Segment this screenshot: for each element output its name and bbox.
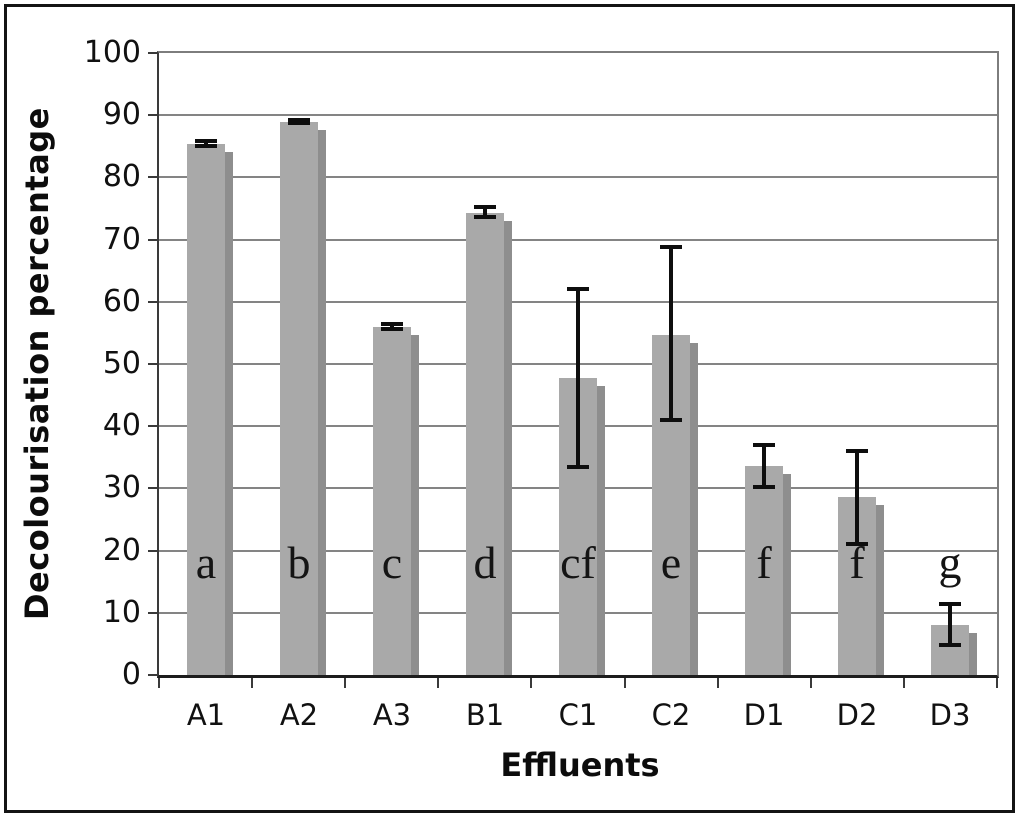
y-axis-tick (148, 550, 157, 552)
significance-letter: f (849, 537, 865, 588)
error-bar-cap-bottom (846, 542, 868, 546)
error-bar-cap-bottom (288, 121, 310, 125)
x-axis-tick (158, 678, 160, 688)
x-axis-title: Effluents (500, 746, 660, 784)
error-bar-cap-top (660, 245, 682, 249)
x-axis-tick (903, 678, 905, 688)
y-tick-label: 30 (102, 470, 141, 505)
y-axis-tick (148, 612, 157, 614)
y-tick-label: 60 (102, 284, 141, 319)
x-axis-tick (344, 678, 346, 688)
bar-shadow (689, 343, 698, 675)
bar-A1 (187, 144, 225, 675)
bar-shadow (410, 335, 419, 675)
y-axis-tick (148, 114, 157, 116)
error-bar-line (390, 324, 394, 329)
y-tick-label: 20 (102, 533, 141, 568)
error-bar-line (762, 445, 766, 487)
x-axis-tick (251, 678, 253, 688)
x-tick-label: A1 (186, 698, 226, 732)
y-axis-tick (148, 363, 157, 365)
gridline (159, 239, 997, 241)
y-tick-label: 10 (102, 595, 141, 630)
error-bar-cap-top (939, 602, 961, 606)
error-bar-cap-top (474, 205, 496, 209)
significance-letter: e (660, 537, 682, 588)
error-bar-line (948, 604, 952, 645)
y-axis-tick (148, 239, 157, 241)
error-bar-line (669, 247, 673, 420)
x-tick-label: D2 (836, 698, 878, 732)
error-bar-line (483, 207, 487, 218)
y-tick-label: 50 (102, 346, 141, 381)
y-axis-tick (148, 425, 157, 427)
x-axis-tick (717, 678, 719, 688)
error-bar-cap-top (381, 322, 403, 326)
error-bar-cap-top (195, 139, 217, 143)
y-axis-tick (148, 301, 157, 303)
y-tick-label: 90 (102, 97, 141, 132)
significance-letter: d (473, 537, 497, 588)
y-axis-tick (148, 674, 157, 676)
significance-letter: c (381, 537, 403, 588)
y-axis-tick (148, 487, 157, 489)
x-axis-tick (437, 678, 439, 688)
x-tick-label: A2 (279, 698, 319, 732)
y-tick-label: 80 (102, 159, 141, 194)
x-tick-label: D3 (929, 698, 971, 732)
bar-shadow (782, 474, 791, 675)
x-tick-label: C1 (558, 698, 598, 732)
error-bar-cap-bottom (753, 485, 775, 489)
x-axis-tick (530, 678, 532, 688)
error-bar-cap-bottom (195, 144, 217, 148)
y-tick-label: 0 (121, 657, 141, 692)
gridline (159, 176, 997, 178)
significance-letter: cf (560, 537, 596, 588)
error-bar-cap-bottom (567, 465, 589, 469)
x-axis-tick (810, 678, 812, 688)
error-bar-cap-top (567, 287, 589, 291)
error-bar-cap-bottom (381, 327, 403, 331)
significance-letter: g (938, 537, 962, 588)
y-axis-tick (148, 52, 157, 54)
bar-A2 (280, 122, 318, 675)
bar-shadow (875, 505, 884, 675)
y-tick-label: 70 (102, 222, 141, 257)
x-tick-label: B1 (465, 698, 505, 732)
significance-letter: a (195, 537, 217, 588)
bar-shadow (596, 386, 605, 675)
x-tick-label: C2 (651, 698, 691, 732)
bar-B1 (466, 213, 504, 675)
x-tick-label: D1 (743, 698, 785, 732)
error-bar-line (576, 289, 580, 466)
error-bar-cap-bottom (474, 215, 496, 219)
y-tick-label: 40 (102, 408, 141, 443)
bar-A3 (373, 327, 411, 675)
significance-letter: f (756, 537, 772, 588)
bar-shadow (224, 152, 233, 675)
x-axis-tick (624, 678, 626, 688)
gridline (159, 114, 997, 116)
y-axis-tick (148, 176, 157, 178)
error-bar-cap-top (846, 449, 868, 453)
bar-shadow (503, 221, 512, 675)
bar-D1 (745, 466, 783, 675)
error-bar-line (855, 451, 859, 544)
bar-shadow (317, 130, 326, 675)
error-bar-line (204, 141, 208, 146)
x-tick-label: A3 (372, 698, 412, 732)
error-bar-cap-bottom (660, 418, 682, 422)
error-bar-cap-bottom (939, 643, 961, 647)
error-bar-cap-top (753, 443, 775, 447)
y-tick-label: 100 (83, 35, 141, 70)
bar-shadow (968, 633, 977, 675)
error-bar-cap-top (288, 118, 310, 122)
x-axis-tick (996, 678, 998, 688)
significance-letter: b (287, 537, 311, 588)
